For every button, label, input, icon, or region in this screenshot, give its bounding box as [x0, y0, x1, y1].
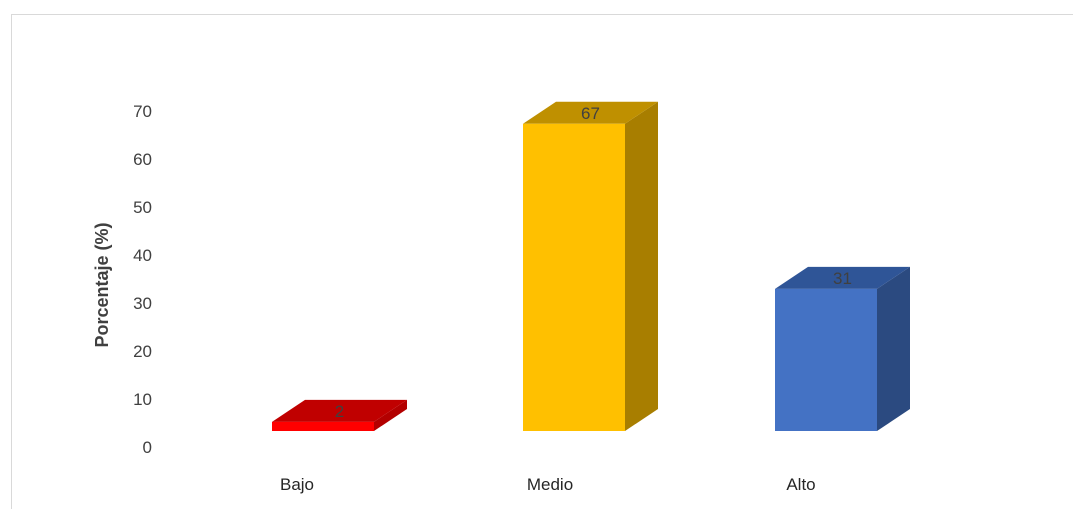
bar-alto	[775, 266, 910, 431]
bar-side-face	[625, 101, 658, 431]
data-label: 31	[833, 269, 852, 288]
bars	[272, 101, 910, 431]
bar-front-face	[523, 123, 625, 431]
y-axis-ticks: 0 10 20 30 40 50 60 70	[133, 102, 152, 457]
category-label: Medio	[527, 475, 573, 494]
category-labels: Bajo Medio Alto	[280, 475, 816, 494]
data-label: 67	[581, 104, 600, 123]
category-label: Alto	[786, 475, 815, 494]
y-tick-label: 50	[133, 198, 152, 217]
y-tick-label: 0	[143, 438, 152, 457]
y-axis-label: Porcentaje (%)	[92, 222, 112, 347]
y-tick-label: 70	[133, 102, 152, 121]
category-label: Bajo	[280, 475, 314, 494]
bar-side-face	[374, 399, 407, 431]
bar-front-face	[272, 421, 374, 431]
y-tick-label: 60	[133, 150, 152, 169]
bar-top-face	[775, 266, 910, 289]
y-tick-label: 30	[133, 294, 152, 313]
bar-front-face	[775, 288, 877, 431]
data-labels: 2 67 31	[335, 104, 852, 421]
data-label: 2	[335, 402, 344, 421]
bar-bajo	[272, 399, 407, 431]
y-tick-label: 20	[133, 342, 152, 361]
y-tick-label: 40	[133, 246, 152, 265]
y-tick-label: 10	[133, 390, 152, 409]
bar-top-face	[272, 399, 407, 422]
bar-medio	[523, 101, 658, 431]
bar-side-face	[877, 266, 910, 431]
bar-top-face	[523, 101, 658, 124]
